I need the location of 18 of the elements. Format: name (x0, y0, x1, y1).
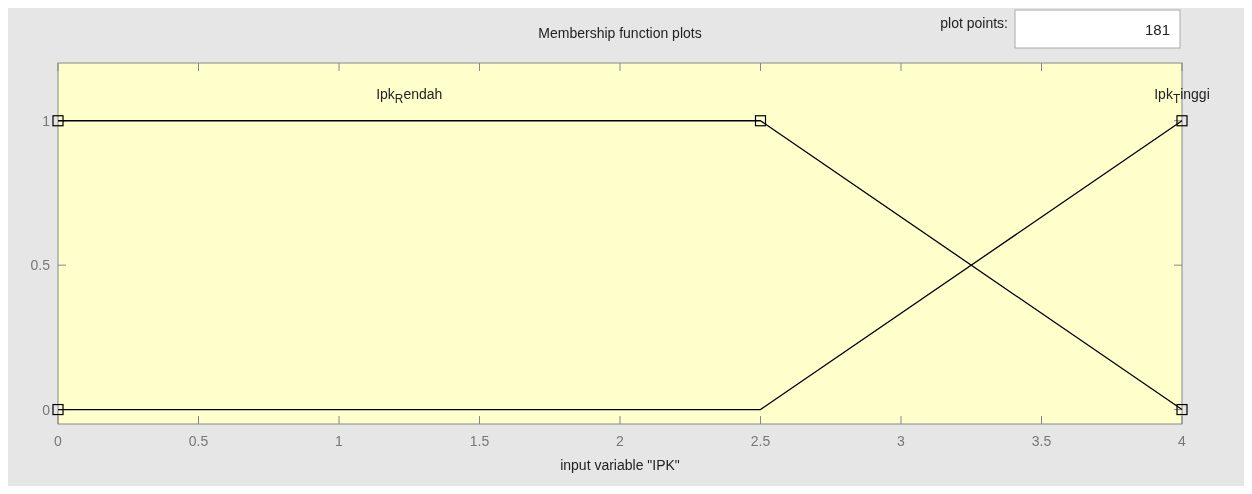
x-tick-label: 2.5 (750, 433, 771, 449)
y-tick-label: 0.5 (30, 257, 51, 274)
x-tick-label: 2 (616, 433, 625, 449)
series-label: Ipk$_{R}$endah (376, 85, 443, 106)
x-tick-label: 3.5 (1031, 433, 1052, 449)
series-label: Ipk$_{T}$inggi (1154, 85, 1210, 106)
text: plot points: (940, 15, 1008, 31)
text: 181 (1144, 21, 1170, 38)
x-tick-label: 0 (54, 433, 63, 449)
x-tick-label: 4 (1178, 433, 1187, 449)
x-tick-label: 3 (897, 433, 906, 449)
x-axis-title: input variable "IPK" (560, 457, 680, 473)
x-tick-label: 1.5 (469, 433, 490, 449)
y-tick-label: 0 (42, 401, 51, 418)
x-tick-label: 1 (335, 433, 344, 449)
x-tick-label: 0.5 (188, 433, 209, 449)
y-tick-label: 1 (42, 112, 51, 129)
chart-title: Membership function plots (538, 25, 702, 41)
